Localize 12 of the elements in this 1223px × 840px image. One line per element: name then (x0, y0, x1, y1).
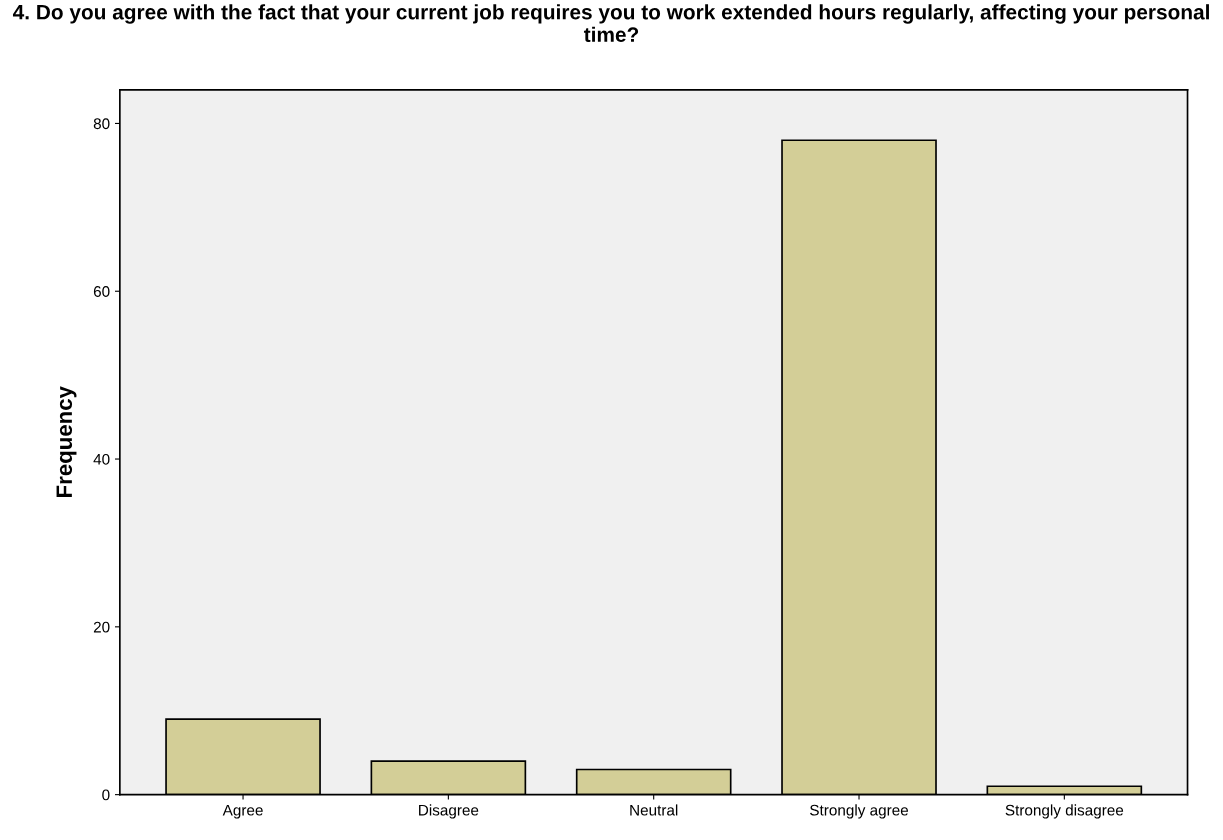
x-tick-label: Neutral (630, 804, 678, 816)
x-tick-label: Agree (222, 804, 263, 819)
y-tick-label: 0 (102, 789, 110, 801)
x-tick-label: Strongly agree (810, 804, 909, 819)
y-tick-label: 80 (93, 118, 110, 130)
x-tick-label: Strongly disagree (1005, 804, 1124, 819)
x-tick-label: Disagree (419, 804, 479, 819)
y-tick-label: 60 (93, 286, 110, 297)
chart-title: 4. Do you agree with the fact that your current job requires you to work extended hours regularly, affecting your personal time? (12, 4, 1209, 43)
y-tick-label: 20 (93, 621, 110, 633)
y-tick-label: 40 (93, 453, 110, 465)
y-axis-title: Frequency (56, 386, 77, 497)
